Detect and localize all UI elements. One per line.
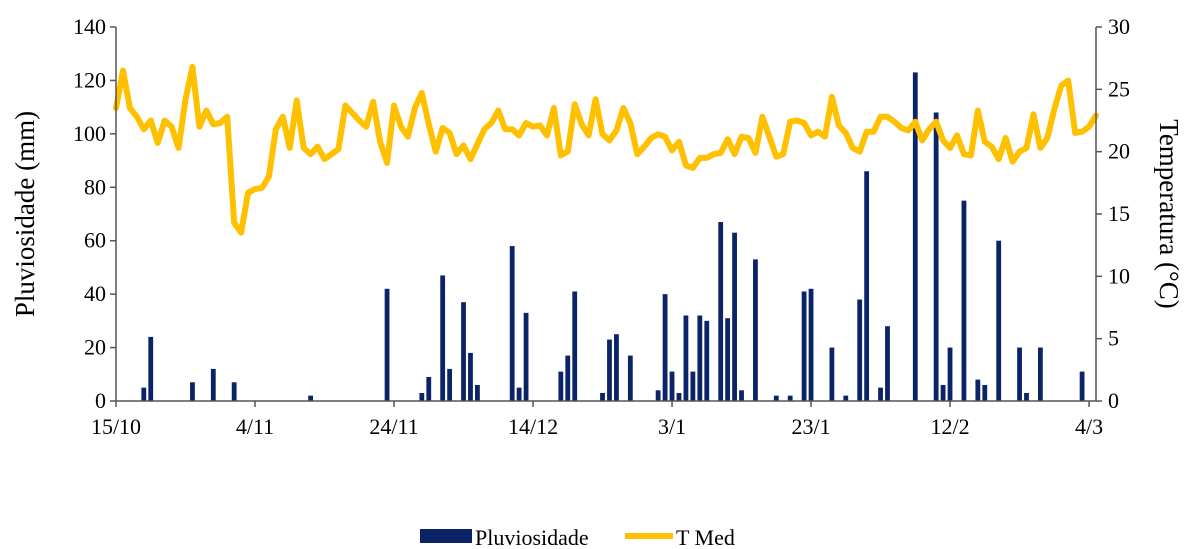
rain-bar [773, 395, 779, 401]
rain-bar [940, 384, 946, 401]
rain-bar [732, 232, 737, 401]
right-y-tick-label: 25 [1108, 76, 1130, 101]
rain-bar [982, 384, 988, 401]
x-tick-label: 23/1 [791, 414, 830, 439]
rain-bar [1024, 392, 1029, 401]
rain-bar [1038, 347, 1043, 401]
rain-bar [878, 387, 883, 401]
left-y-tick-label: 40 [84, 281, 106, 306]
rain-bar [829, 347, 835, 401]
rain-bar [787, 395, 793, 401]
right-axis-title: Temperatura (°C) [1154, 119, 1184, 309]
rain-bar [461, 302, 466, 401]
rain-bar [210, 368, 216, 401]
rain-bar [607, 339, 612, 401]
rain-bar [308, 395, 314, 401]
rain-bar [739, 390, 744, 401]
right-y-tick-label: 20 [1108, 139, 1130, 164]
x-tick-label: 12/2 [930, 414, 969, 439]
legend-swatch-pluviosidade [420, 529, 472, 543]
left-y-tick-label: 100 [73, 121, 106, 146]
rain-bar [676, 392, 682, 401]
legend-label-t-med: T Med [676, 525, 735, 549]
rain-bar [808, 288, 814, 401]
rain-bar [447, 368, 453, 401]
rain-bar [509, 246, 515, 401]
rain-bar [565, 355, 571, 401]
x-tick-label: 4/11 [236, 414, 274, 439]
rain-bar [231, 382, 237, 401]
rain-bar [669, 371, 675, 401]
rain-bar [475, 384, 480, 401]
rain-bar [468, 352, 473, 401]
temperature-line [113, 63, 1099, 236]
rain-bar [614, 334, 619, 401]
rain-bar [662, 294, 668, 401]
rain-bar [683, 315, 689, 401]
rain-bar [885, 326, 890, 401]
rain-bar [1079, 371, 1085, 401]
rain-bar [523, 312, 529, 401]
rain-bar [753, 259, 758, 401]
rain-bar [961, 200, 967, 401]
rain-bar [440, 275, 446, 401]
rain-bar [933, 112, 939, 402]
rainfall-bars [141, 72, 1085, 402]
rain-bar [600, 392, 605, 401]
x-tick-label: 4/3 [1075, 414, 1103, 439]
rain-bar [996, 240, 1002, 401]
axis-ticks [110, 26, 1102, 407]
right-y-tick-label: 10 [1108, 263, 1130, 288]
rain-bar [655, 390, 661, 401]
rain-bar [141, 387, 147, 401]
rain-bar [419, 392, 425, 401]
rain-bar [704, 320, 710, 401]
right-y-tick-label: 0 [1108, 388, 1119, 413]
rain-bar [912, 72, 918, 401]
rain-bar [627, 355, 633, 401]
rain-bar [558, 371, 564, 401]
rain-bar [697, 315, 703, 401]
rain-bar [975, 379, 981, 401]
rain-bar [572, 291, 578, 401]
left-axis-title: Pluviosidade (mm) [10, 111, 40, 317]
rain-bar [190, 382, 195, 401]
rain-bar [690, 371, 696, 401]
right-y-tick-label: 5 [1108, 326, 1119, 351]
rain-bar [864, 171, 870, 401]
x-tick-label: 24/11 [369, 414, 418, 439]
rain-bar [725, 318, 731, 401]
left-y-tick-label: 0 [95, 388, 106, 413]
rain-bar [1017, 347, 1022, 401]
left-y-tick-label: 120 [73, 67, 106, 92]
left-y-tick-label: 80 [84, 174, 106, 199]
rain-bar [148, 336, 154, 401]
rain-bar [384, 288, 390, 401]
x-tick-label: 15/10 [91, 414, 141, 439]
rain-bar [516, 387, 522, 401]
right-y-tick-label: 15 [1108, 201, 1130, 226]
legend-label-pluviosidade: Pluviosidade [475, 525, 589, 549]
left-y-tick-label: 60 [84, 228, 106, 253]
rain-bar [426, 376, 432, 401]
rain-bar [857, 299, 863, 401]
left-y-tick-label: 140 [73, 14, 106, 39]
rain-bar [947, 347, 953, 401]
rain-bar [718, 222, 724, 401]
x-tick-label: 3/1 [658, 414, 686, 439]
left-y-tick-label: 20 [84, 335, 106, 360]
rain-bar [843, 395, 849, 401]
right-y-tick-label: 30 [1108, 14, 1130, 39]
legend: Pluviosidade T Med [420, 525, 735, 549]
tick-labels: 0 20 40 60 80 100 120 140 0 5 10 15 20 25 30 15/10 4/11 2… [73, 14, 1130, 439]
rain-bar [801, 291, 807, 401]
x-tick-label: 14/12 [508, 414, 558, 439]
